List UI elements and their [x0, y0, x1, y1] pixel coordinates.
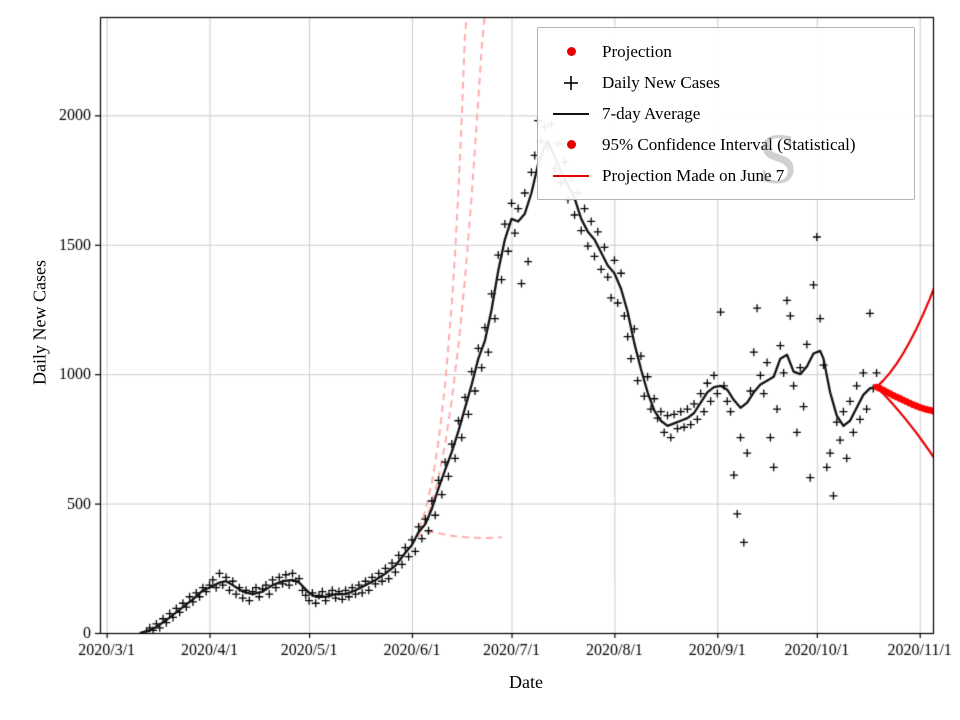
y-axis-label: Daily New Cases — [29, 260, 50, 385]
legend-item-projection: Projection — [550, 36, 904, 67]
red-dot-icon — [550, 140, 592, 149]
legend-label: Daily New Cases — [602, 72, 721, 92]
legend-item-june7-projection: Projection Made on June 7 — [550, 160, 904, 191]
red-line-icon — [550, 174, 592, 177]
legend-label: 7-day Average — [602, 103, 701, 123]
legend-label: 95% Confidence Interval (Statistical) — [602, 134, 856, 154]
legend-item-daily-new-cases: Daily New Cases — [550, 67, 904, 98]
legend: Projection Daily New Cases 7-day Average… — [537, 27, 915, 200]
plus-marker-icon — [550, 74, 592, 92]
legend-label: Projection Made on June 7 — [602, 165, 785, 185]
x-axis-label: Date — [509, 672, 543, 692]
legend-item-confidence-interval: 95% Confidence Interval (Statistical) — [550, 129, 904, 160]
red-dot-icon — [550, 47, 592, 56]
legend-item-7day-average: 7-day Average — [550, 98, 904, 129]
legend-label: Projection — [602, 41, 672, 61]
black-line-icon — [550, 112, 592, 115]
